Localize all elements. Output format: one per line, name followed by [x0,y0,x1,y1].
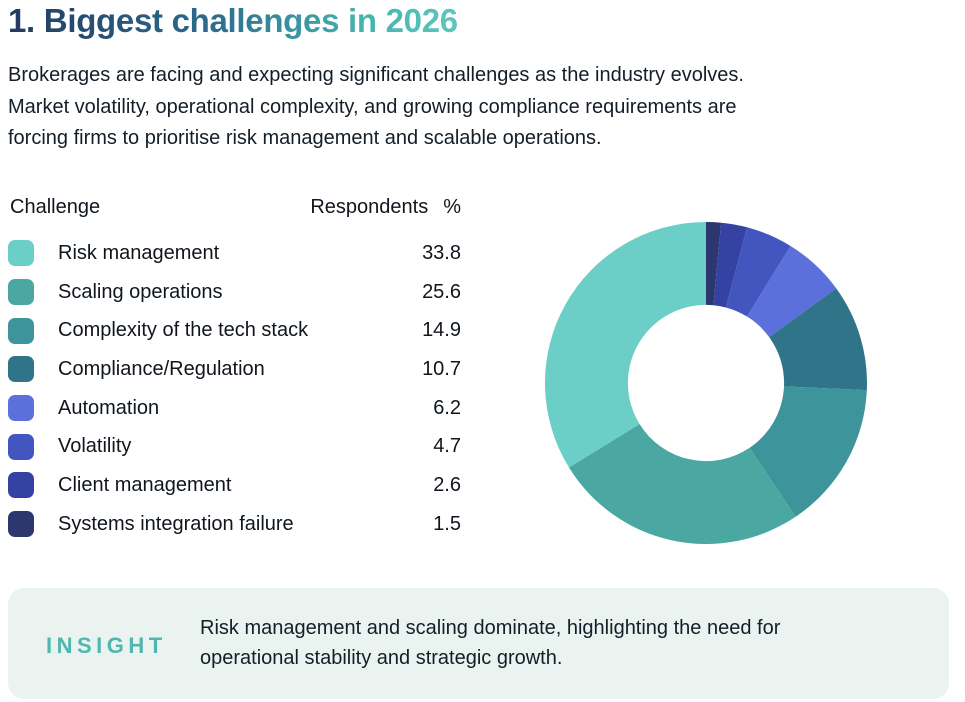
challenge-percent-value: 33.8 [422,241,461,264]
table-row: Scaling operations 25.6 [8,273,461,312]
challenge-percent-value: 10.7 [422,357,461,380]
challenge-percent-value: 6.2 [433,396,461,419]
legend-swatch [8,433,34,460]
legend-swatch [8,472,34,499]
challenge-percent-value: 25.6 [422,280,461,303]
table-row: Complexity of the tech stack 14.9 [8,311,461,350]
table-header-right-group: Respondents % [310,196,461,219]
donut-slice-systems-integration-failure [706,222,722,306]
challenge-table-body: Risk management 33.8 Scaling operations 25.… [8,234,461,544]
challenge-percent-value: 2.6 [433,473,461,496]
donut-slice-complexity-of-the-tech-stack [749,386,867,517]
legend-swatch [8,511,34,538]
table-row: Compliance/Regulation 10.7 [8,350,461,389]
legend-swatch [8,240,34,267]
page-title: 1. Biggest challenges in 2026 [8,2,458,39]
legend-swatch [8,317,34,344]
table-row: Systems integration failure 1.5 [8,505,461,544]
insight-label: INSIGHT [46,633,167,658]
column-header-challenge: Challenge [10,196,101,218]
donut-slice-compliance-regulation [769,288,867,391]
donut-slice-automation [747,245,837,338]
table-row: Client management 2.6 [8,466,461,505]
column-header-respondents: Respondents [310,196,429,218]
donut-slice-client-management [713,222,748,308]
donut-chart [545,222,867,545]
challenge-percent-value: 4.7 [433,435,461,458]
donut-slice-scaling-operations [568,424,796,545]
table-row: Risk management 33.8 [8,234,461,273]
table-row: Volatility 4.7 [8,427,461,466]
donut-slice-volatility [725,227,791,317]
challenge-label: Scaling operations [58,280,223,303]
donut-slice-risk-management [545,222,706,468]
table-row: Automation 6.2 [8,389,461,428]
challenge-label: Complexity of the tech stack [58,319,309,342]
challenge-label: Compliance/Regulation [58,357,265,380]
challenge-label: Systems integration failure [58,512,294,535]
insight-text: Risk management and scaling dominate, hi… [200,617,781,669]
column-header-percent: % [443,196,461,218]
challenge-percent-value: 1.5 [433,512,461,535]
challenge-label: Risk management [58,241,220,264]
intro-paragraph: Brokerages are facing and expecting sign… [8,64,744,149]
legend-swatch [8,356,34,383]
challenge-label: Volatility [58,435,132,458]
table-header: Challenge Respondents % [10,196,461,219]
challenge-percent-value: 14.9 [422,319,461,342]
legend-swatch [8,279,34,306]
insight-box: INSIGHT Risk management and scaling domi… [8,588,949,699]
challenge-label: Automation [58,396,160,419]
legend-swatch [8,395,34,422]
challenge-label: Client management [58,473,232,496]
